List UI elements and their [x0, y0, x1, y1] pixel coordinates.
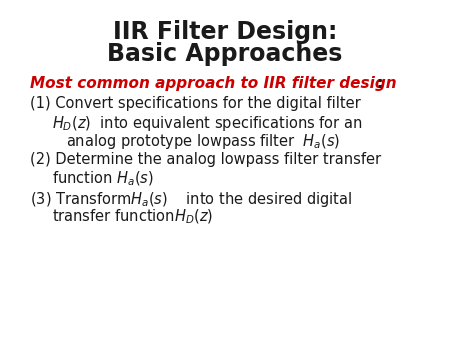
Text: (2) Determine the analog lowpass filter transfer: (2) Determine the analog lowpass filter … — [30, 152, 381, 167]
Text: IIR Filter Design:: IIR Filter Design: — [113, 20, 337, 44]
Text: function $H_a(s)$: function $H_a(s)$ — [52, 170, 154, 188]
Text: $H_D(z)$  into equivalent specifications for an: $H_D(z)$ into equivalent specifications … — [52, 114, 363, 133]
Text: Most common approach to IIR filter design: Most common approach to IIR filter desig… — [30, 76, 396, 91]
Text: :: : — [376, 76, 382, 91]
Text: analog prototype lowpass filter  $H_a(s)$: analog prototype lowpass filter $H_a(s)$ — [66, 132, 340, 151]
Text: transfer function$H_D(z)$: transfer function$H_D(z)$ — [52, 208, 213, 226]
Text: (3) Transform$H_a(s)$    into the desired digital: (3) Transform$H_a(s)$ into the desired d… — [30, 190, 352, 209]
Text: (1) Convert specifications for the digital filter: (1) Convert specifications for the digit… — [30, 96, 361, 111]
Text: Basic Approaches: Basic Approaches — [107, 42, 343, 66]
